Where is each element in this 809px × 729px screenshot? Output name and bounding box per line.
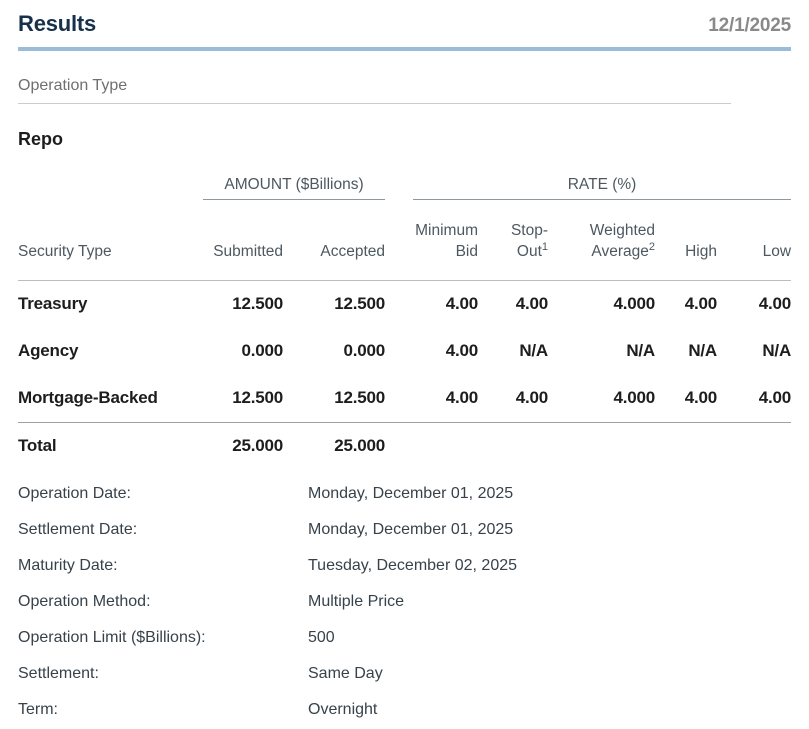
detail-label: Operation Date:	[18, 485, 131, 502]
submitted-cell: 12.500	[232, 294, 283, 313]
table-row-mortgage-backed: Mortgage-Backed 12.500 12.500 4.00 4.00 …	[18, 375, 791, 423]
high-cell: 4.00	[684, 388, 717, 407]
operation-type-label: Operation Type	[18, 77, 128, 94]
results-date: 12/1/2025	[708, 15, 791, 36]
operation-type-divider	[18, 103, 731, 104]
detail-value: Tuesday, December 02, 2025	[308, 557, 518, 574]
col-header-accepted: Accepted	[283, 200, 385, 281]
detail-label: Operation Method:	[18, 593, 151, 610]
header-line: Weighted	[589, 222, 655, 239]
minimum-bid-cell: 4.00	[445, 341, 478, 360]
stop-out-cell: 4.00	[515, 388, 548, 407]
accepted-cell: 0.000	[343, 341, 385, 360]
weighted-average-cell	[548, 422, 655, 470]
security-type-cell: Agency	[18, 341, 79, 360]
minimum-bid-cell: 4.00	[445, 294, 478, 313]
submitted-cell: 0.000	[241, 341, 283, 360]
page-header: Results 12/1/2025	[18, 10, 791, 37]
detail-row-settlement-date: Settlement Date: Monday, December 01, 20…	[18, 512, 791, 548]
amount-group-cell: AMOUNT ($Billions)	[203, 175, 385, 200]
submitted-cell: 12.500	[232, 388, 283, 407]
accepted-cell: 12.500	[334, 294, 385, 313]
accepted-cell: 12.500	[334, 388, 385, 407]
stop-out-cell: 4.00	[515, 294, 548, 313]
detail-value: Overnight	[308, 701, 378, 718]
table-row-treasury: Treasury 12.500 12.500 4.00 4.00 4.000 4…	[18, 281, 791, 329]
detail-value: Monday, December 01, 2025	[308, 485, 514, 502]
col-header-high: High	[655, 200, 717, 281]
detail-row-term: Term: Overnight	[18, 692, 791, 728]
results-table: AMOUNT ($Billions) RATE (%) Security Typ…	[18, 175, 791, 470]
table-row-agency: Agency 0.000 0.000 4.00 N/A N/A N/A N/A	[18, 328, 791, 375]
high-cell: 4.00	[684, 294, 717, 313]
operation-details: Operation Date: Monday, December 01, 202…	[18, 476, 791, 728]
weighted-average-cell: N/A	[626, 341, 655, 360]
accepted-cell: 25.000	[283, 422, 385, 470]
security-type-cell: Mortgage-Backed	[18, 388, 158, 407]
table-row-total: Total 25.000 25.000	[18, 422, 792, 470]
detail-value: Multiple Price	[308, 593, 405, 610]
detail-row-operation-limit: Operation Limit ($Billions): 500	[18, 620, 791, 656]
security-type-cell: Treasury	[18, 294, 88, 313]
stop-out-cell: N/A	[519, 341, 548, 360]
header-line: Stop-	[510, 222, 548, 239]
table-group-header-row: AMOUNT ($Billions) RATE (%)	[18, 175, 792, 200]
header-line: Minimum	[415, 222, 478, 239]
header-divider	[18, 47, 791, 51]
col-header-submitted: Submitted	[203, 200, 283, 281]
rate-group-header: RATE (%)	[413, 175, 792, 200]
group-header-spacer	[18, 175, 203, 200]
footnote-ref-1: 1	[541, 240, 548, 253]
header-line: Out	[516, 243, 542, 260]
low-cell: N/A	[762, 341, 792, 360]
footnote-ref-2: 2	[648, 240, 655, 253]
table-column-header-row: Security Type Submitted Accepted Minimum…	[18, 200, 792, 281]
col-header-weighted-average: Weighted Average2	[548, 200, 655, 281]
amount-group-header: AMOUNT ($Billions)	[203, 175, 385, 200]
detail-label: Term:	[18, 701, 58, 718]
detail-label: Settlement:	[18, 665, 99, 682]
weighted-average-cell: 4.000	[613, 388, 655, 407]
detail-row-operation-method: Operation Method: Multiple Price	[18, 584, 791, 620]
operation-type-value: Repo	[18, 129, 63, 149]
detail-value: Monday, December 01, 2025	[308, 521, 514, 538]
detail-label: Operation Limit ($Billions):	[18, 629, 206, 646]
weighted-average-cell: 4.000	[613, 294, 655, 313]
col-header-low: Low	[717, 200, 792, 281]
low-cell: 4.00	[758, 294, 792, 313]
submitted-cell: 25.000	[203, 422, 283, 470]
high-cell	[655, 422, 717, 470]
detail-row-settlement: Settlement: Same Day	[18, 656, 791, 692]
detail-value: 500	[308, 629, 335, 646]
security-type-cell: Total	[18, 422, 203, 470]
stop-out-cell	[478, 422, 548, 470]
header-line: Bid	[455, 243, 478, 260]
detail-label: Settlement Date:	[18, 521, 138, 538]
col-header-security-type: Security Type	[18, 200, 203, 281]
low-cell: 4.00	[758, 388, 792, 407]
minimum-bid-cell: 4.00	[445, 388, 478, 407]
detail-row-operation-date: Operation Date: Monday, December 01, 202…	[18, 476, 791, 512]
rate-group-cell: RATE (%)	[385, 175, 792, 200]
detail-value: Same Day	[308, 665, 383, 682]
detail-row-maturity-date: Maturity Date: Tuesday, December 02, 202…	[18, 548, 791, 584]
high-cell: N/A	[688, 341, 717, 360]
col-header-minimum-bid: Minimum Bid	[385, 200, 478, 281]
col-header-stop-out: Stop- Out1	[478, 200, 548, 281]
detail-label: Maturity Date:	[18, 557, 118, 574]
minimum-bid-cell	[385, 422, 478, 470]
page-title: Results	[18, 11, 97, 36]
header-line: Average	[591, 243, 649, 260]
low-cell	[717, 422, 792, 470]
results-panel: Results 12/1/2025 Operation Type Repo AM…	[0, 10, 809, 728]
